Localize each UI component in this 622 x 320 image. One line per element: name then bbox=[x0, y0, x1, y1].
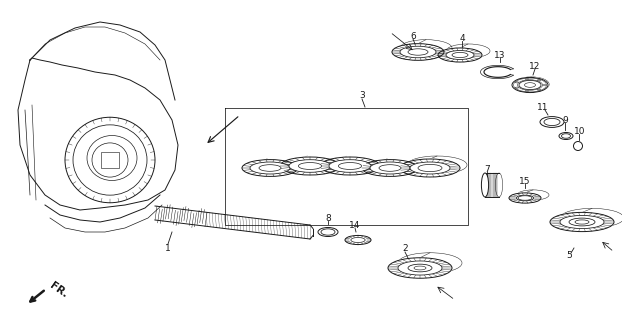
Ellipse shape bbox=[481, 173, 489, 197]
Text: 3: 3 bbox=[359, 91, 365, 100]
Ellipse shape bbox=[345, 236, 371, 244]
Ellipse shape bbox=[452, 52, 468, 58]
Polygon shape bbox=[242, 160, 298, 176]
Ellipse shape bbox=[65, 117, 155, 203]
Polygon shape bbox=[320, 157, 380, 175]
Ellipse shape bbox=[410, 162, 450, 174]
Ellipse shape bbox=[321, 229, 335, 235]
Ellipse shape bbox=[329, 160, 371, 172]
Text: 9: 9 bbox=[562, 116, 568, 124]
Ellipse shape bbox=[414, 266, 426, 270]
Text: 2: 2 bbox=[402, 244, 408, 252]
Polygon shape bbox=[438, 48, 482, 62]
Ellipse shape bbox=[418, 164, 442, 172]
Ellipse shape bbox=[92, 143, 128, 177]
Text: FR.: FR. bbox=[48, 280, 70, 300]
Ellipse shape bbox=[569, 218, 595, 226]
Polygon shape bbox=[512, 77, 548, 92]
Text: 11: 11 bbox=[537, 102, 549, 111]
Ellipse shape bbox=[259, 165, 281, 171]
Ellipse shape bbox=[408, 264, 432, 272]
Polygon shape bbox=[485, 173, 499, 197]
Polygon shape bbox=[540, 116, 564, 127]
Ellipse shape bbox=[400, 46, 436, 58]
Ellipse shape bbox=[289, 160, 331, 172]
Text: 6: 6 bbox=[410, 31, 416, 41]
Ellipse shape bbox=[87, 135, 137, 180]
Ellipse shape bbox=[515, 87, 519, 88]
Polygon shape bbox=[559, 132, 573, 140]
Ellipse shape bbox=[299, 163, 322, 170]
Ellipse shape bbox=[560, 215, 604, 228]
Ellipse shape bbox=[537, 89, 541, 90]
Ellipse shape bbox=[351, 237, 365, 243]
Ellipse shape bbox=[525, 90, 529, 92]
Ellipse shape bbox=[73, 125, 147, 195]
Polygon shape bbox=[400, 159, 460, 177]
Ellipse shape bbox=[446, 51, 474, 60]
Ellipse shape bbox=[379, 165, 401, 171]
Text: 14: 14 bbox=[350, 220, 361, 229]
Ellipse shape bbox=[525, 78, 529, 80]
Ellipse shape bbox=[338, 163, 361, 170]
Text: 5: 5 bbox=[566, 252, 572, 260]
Polygon shape bbox=[318, 228, 338, 236]
Ellipse shape bbox=[370, 162, 410, 174]
Ellipse shape bbox=[250, 162, 290, 174]
Ellipse shape bbox=[543, 84, 546, 85]
Ellipse shape bbox=[575, 220, 589, 224]
Text: 15: 15 bbox=[519, 177, 531, 186]
Ellipse shape bbox=[518, 196, 532, 200]
Text: 10: 10 bbox=[574, 126, 586, 135]
Circle shape bbox=[573, 141, 582, 150]
Text: 13: 13 bbox=[494, 51, 506, 60]
Text: 1: 1 bbox=[165, 244, 171, 252]
Polygon shape bbox=[509, 193, 541, 203]
Text: 7: 7 bbox=[484, 164, 490, 173]
Ellipse shape bbox=[398, 261, 442, 275]
Polygon shape bbox=[280, 157, 340, 175]
Polygon shape bbox=[362, 160, 418, 176]
Polygon shape bbox=[392, 44, 444, 60]
Ellipse shape bbox=[516, 195, 534, 201]
Text: 4: 4 bbox=[459, 34, 465, 43]
Polygon shape bbox=[550, 212, 614, 232]
Bar bbox=[101, 152, 119, 168]
Ellipse shape bbox=[519, 80, 541, 90]
Text: 12: 12 bbox=[529, 61, 541, 70]
Ellipse shape bbox=[544, 118, 560, 126]
Ellipse shape bbox=[408, 49, 428, 55]
Ellipse shape bbox=[524, 83, 536, 87]
Ellipse shape bbox=[537, 80, 541, 81]
Polygon shape bbox=[388, 258, 452, 278]
Ellipse shape bbox=[515, 82, 519, 83]
Text: 8: 8 bbox=[325, 213, 331, 222]
Ellipse shape bbox=[562, 134, 570, 138]
